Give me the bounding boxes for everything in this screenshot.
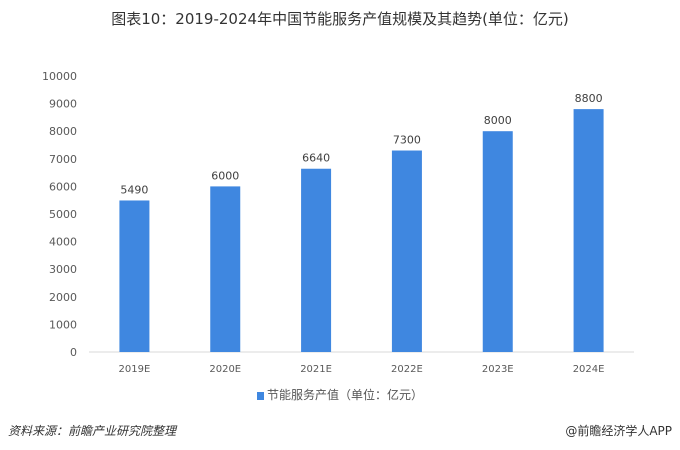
- y-tick-label: 8000: [49, 125, 77, 138]
- y-tick-label: 9000: [49, 98, 77, 111]
- x-tick-label: 2019E: [119, 364, 151, 375]
- bar: [482, 131, 513, 352]
- bar: [391, 150, 422, 352]
- x-tick-label: 2022E: [391, 364, 423, 375]
- bar: [210, 186, 241, 352]
- data-label: 8800: [575, 92, 603, 105]
- y-tick-label: 2000: [49, 291, 77, 304]
- data-label: 7300: [393, 134, 421, 147]
- y-tick-label: 3000: [49, 263, 77, 276]
- y-tick-label: 7000: [49, 153, 77, 166]
- bar: [573, 109, 604, 353]
- data-label: 5490: [120, 183, 148, 196]
- bar: [301, 168, 332, 352]
- data-label: 6000: [211, 169, 239, 182]
- data-label: 6640: [302, 152, 330, 165]
- x-tick-label: 2021E: [300, 364, 332, 375]
- legend-swatch: [256, 391, 264, 400]
- source-note: 资料来源：前瞻产业研究院整理: [8, 424, 177, 438]
- credit: @前瞻经济学人APP: [565, 424, 672, 438]
- y-tick-label: 1000: [49, 318, 77, 331]
- legend: 节能服务产值（单位：亿元）: [0, 386, 680, 403]
- legend-label: 节能服务产值（单位：亿元）: [266, 388, 423, 402]
- y-tick-label: 4000: [49, 236, 77, 249]
- x-tick-label: 2024E: [573, 364, 605, 375]
- y-tick-label: 5000: [49, 208, 77, 221]
- x-tick-label: 2023E: [482, 364, 514, 375]
- y-tick-label: 10000: [42, 70, 77, 83]
- chart-title: 图表10：2019-2024年中国节能服务产值规模及其趋势(单位：亿元): [111, 10, 569, 28]
- x-tick-label: 2020E: [209, 364, 241, 375]
- y-tick-label: 6000: [49, 180, 77, 193]
- data-label: 8000: [484, 114, 512, 127]
- y-tick-label: 0: [70, 346, 77, 359]
- bar: [119, 200, 150, 352]
